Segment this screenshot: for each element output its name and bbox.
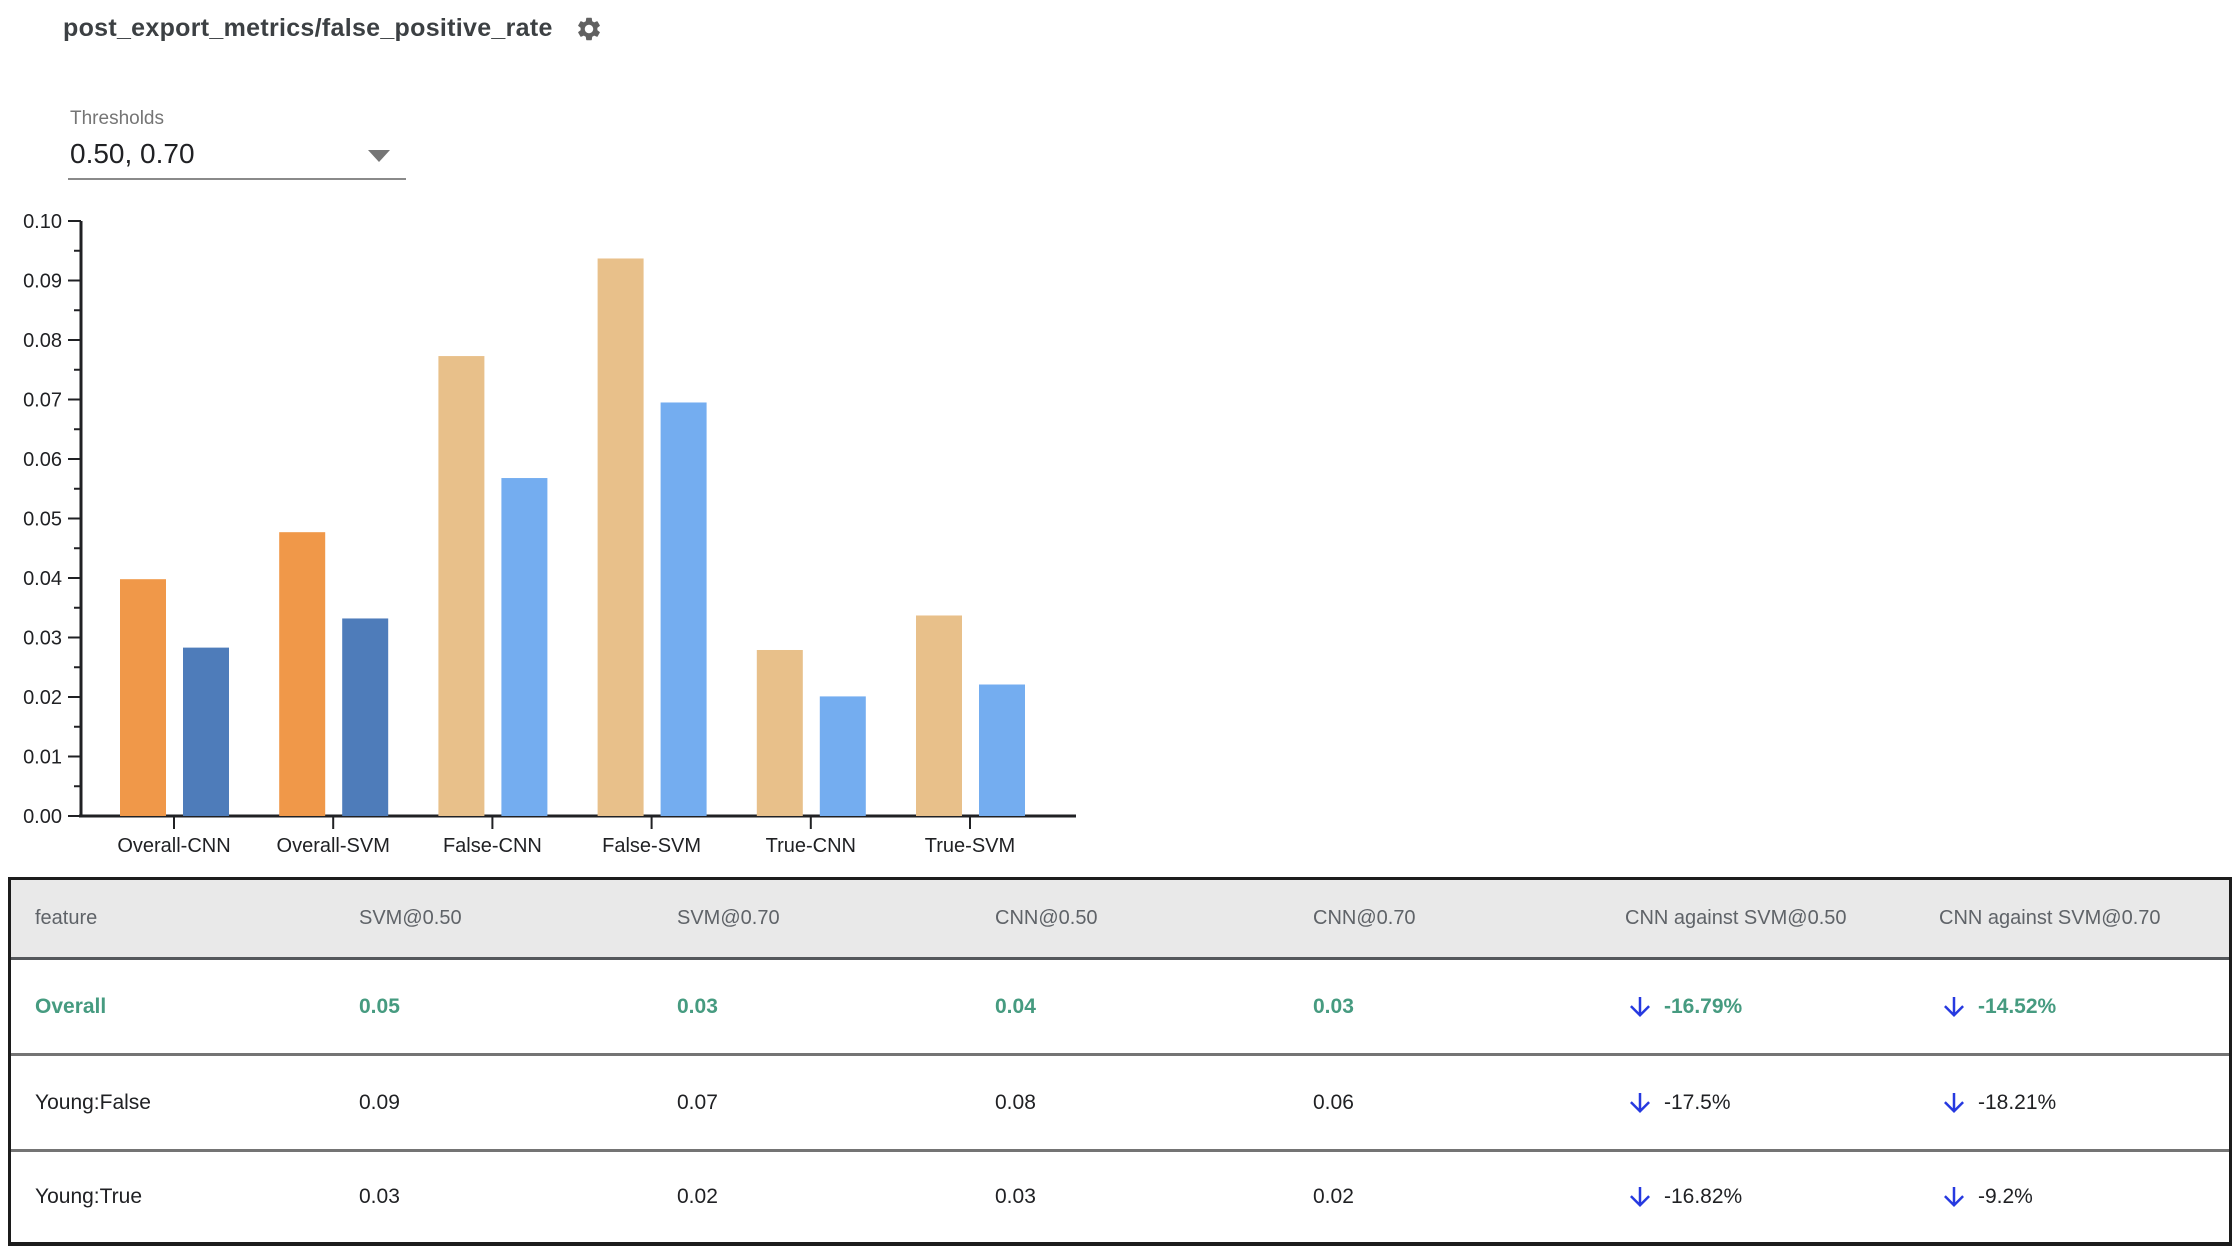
false-positive-rate-bar-chart: 0.00 0.01 0.02 0.03 0.04 0.05 0.06 0.07 0.08 0.09… [23, 211, 1076, 857]
x-axis-label: Overall-CNN [117, 835, 230, 857]
column-header: CNN@0.70 [1313, 907, 1416, 929]
bar-False-CNN-@0.50 [438, 356, 485, 816]
thresholds-selected-value: 0.50, 0.70 [70, 138, 195, 169]
value-cell: 0.03 [1313, 994, 1354, 1018]
column-header: CNN@0.50 [995, 907, 1098, 929]
y-axis-tick-label: 0.01 [23, 747, 62, 769]
value-cell: 0.05 [359, 994, 400, 1018]
feature-cell: Young:True [35, 1185, 143, 1208]
delta-cell: -16.82% [1619, 1182, 1933, 1212]
down-arrow-icon [1944, 1092, 1964, 1113]
bar-False-CNN-@0.70 [501, 478, 548, 816]
down-arrow-icon [1630, 1187, 1650, 1207]
column-header: SVM@0.70 [677, 907, 780, 929]
bar-Overall-CNN-@0.70 [183, 647, 229, 816]
delta-cell: -16.79% [1619, 992, 1933, 1022]
feature-cell: Overall [35, 994, 107, 1018]
x-axis-label: Overall-SVM [277, 835, 390, 857]
value-cell: 0.03 [995, 1185, 1036, 1208]
value-cell: 0.03 [677, 994, 718, 1018]
thresholds-label: Thresholds [70, 108, 164, 129]
down-arrow-icon [1944, 1187, 1964, 1207]
x-axis-label: False-CNN [443, 835, 542, 857]
value-cell: 0.02 [677, 1185, 718, 1208]
value-cell: 0.09 [359, 1090, 400, 1114]
value-cell: 0.08 [995, 1090, 1036, 1114]
value-cell: 0.02 [1313, 1185, 1354, 1208]
bar-Overall-SVM-@0.50 [279, 532, 326, 816]
bar-Overall-CNN-@0.50 [120, 579, 166, 816]
y-axis-tick-label: 0.08 [23, 330, 62, 352]
delta-cell: -18.21% [1933, 1088, 2229, 1118]
bar-Overall-SVM-@0.70 [342, 618, 389, 816]
table-header-row: feature SVM@0.50 SVM@0.70 CNN@0.50 CNN@0.70 C… [11, 880, 2229, 960]
delta-cell: -14.52% [1933, 992, 2229, 1022]
delta-cell: -17.5% [1619, 1088, 1933, 1118]
bar-True-CNN-@0.70 [819, 696, 866, 816]
y-axis-tick-label: 0.00 [23, 806, 62, 828]
bar-True-CNN-@0.50 [756, 649, 803, 816]
y-axis-tick-label: 0.06 [23, 449, 62, 471]
delta-value: -9.2% [1978, 1185, 2033, 1208]
column-header: feature [35, 907, 98, 929]
y-axis-tick-label: 0.10 [23, 211, 62, 233]
table-row: Overall 0.05 0.03 0.04 0.03 -16.79% -14.52% [11, 960, 2229, 1056]
bar-False-SVM-@0.70 [660, 402, 707, 816]
delta-value: -16.79% [1664, 994, 1743, 1018]
value-cell: 0.07 [677, 1090, 718, 1114]
metrics-table: feature SVM@0.50 SVM@0.70 CNN@0.50 CNN@0.70 C… [8, 877, 2232, 1246]
table-row: Young:False 0.09 0.07 0.08 0.06 -17.5% -18.21% [11, 1056, 2229, 1152]
down-arrow-icon [1944, 996, 1964, 1017]
down-arrow-icon [1630, 996, 1650, 1017]
value-cell: 0.04 [995, 994, 1036, 1018]
y-axis-tick-label: 0.02 [23, 687, 62, 709]
delta-value: -17.5% [1664, 1090, 1731, 1114]
x-axis-label: True-SVM [925, 835, 1015, 857]
bar-True-SVM-@0.70 [979, 684, 1025, 816]
down-arrow-icon [1630, 1092, 1650, 1113]
x-axis-label: True-CNN [766, 835, 856, 857]
header: post_export_metrics/false_positive_rate [63, 14, 603, 43]
bar-False-SVM-@0.50 [597, 258, 644, 816]
delta-cell: -9.2% [1933, 1182, 2229, 1212]
delta-value: -16.82% [1664, 1185, 1743, 1208]
feature-cell: Young:False [35, 1090, 151, 1114]
column-header: CNN against SVM@0.50 [1625, 907, 1847, 929]
column-header: SVM@0.50 [359, 907, 462, 929]
thresholds-control: Thresholds 0.50, 0.70 [68, 108, 406, 180]
y-axis-tick-label: 0.03 [23, 628, 62, 650]
value-cell: 0.03 [359, 1185, 400, 1208]
delta-value: -18.21% [1978, 1090, 2057, 1114]
page-title: post_export_metrics/false_positive_rate [63, 14, 553, 42]
y-axis-tick-label: 0.04 [23, 568, 62, 590]
delta-value: -14.52% [1978, 994, 2057, 1018]
value-cell: 0.06 [1313, 1090, 1354, 1114]
dropdown-arrow-icon [368, 150, 390, 162]
y-axis-tick-label: 0.07 [23, 390, 62, 412]
bar-True-SVM-@0.50 [916, 615, 962, 816]
y-axis-tick-label: 0.05 [23, 509, 62, 531]
column-header: CNN against SVM@0.70 [1939, 907, 2161, 929]
y-axis-tick-label: 0.09 [23, 271, 62, 293]
thresholds-select[interactable]: 0.50, 0.70 [68, 130, 406, 180]
settings-gear-icon[interactable] [575, 15, 603, 43]
x-axis-label: False-SVM [602, 835, 701, 857]
table-row: Young:True 0.03 0.02 0.03 0.02 -16.82% -9.2% [11, 1152, 2229, 1242]
